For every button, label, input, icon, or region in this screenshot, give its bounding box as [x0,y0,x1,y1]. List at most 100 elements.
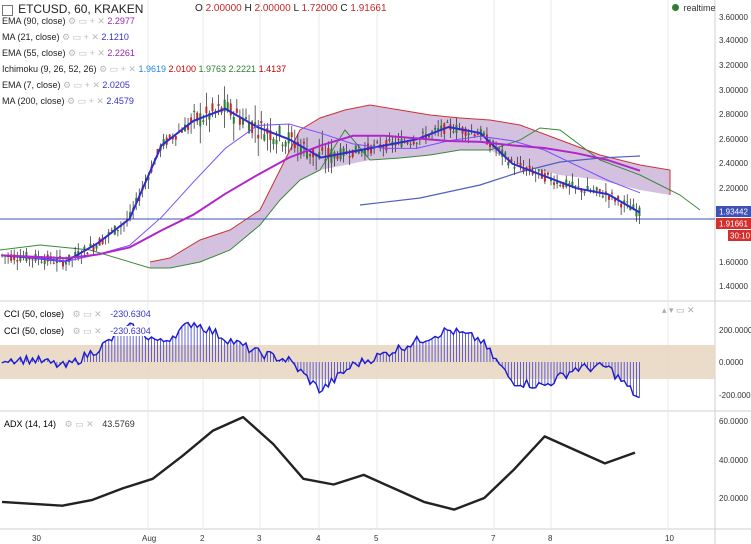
indicator-value: 1.9763 [196,64,227,74]
candle-body [193,110,196,113]
candle-body [629,207,632,211]
candle-body [562,182,565,188]
cci-controls-2[interactable]: ⚙ ▭ ✕ [72,326,102,336]
candle-body [232,116,235,124]
candle-body [199,113,202,127]
candle-body [516,162,519,164]
candle-body [321,147,324,151]
indicator-value: 2.0100 [165,64,196,74]
candle-body [626,201,629,203]
candle-body [376,141,379,143]
candle-body [287,132,290,144]
candle-body [147,176,150,181]
cci-axis: 200.0000 0.0000 -200.0000 [719,326,751,400]
candle-body [577,186,580,188]
candle-body [357,149,360,154]
time-tick: 2 [200,534,205,543]
pane-controls[interactable]: ▴ ▾ ▭ ✕ [662,305,695,315]
candle-body [180,130,183,133]
indicator-controls[interactable]: ⚙ ▭ + ✕ [65,16,108,26]
adx-controls[interactable]: ⚙ ▭ ✕ [64,419,94,429]
candle-body [370,145,373,154]
candle-body [382,146,385,149]
indicator-value: 2.2977 [107,16,135,26]
indicator-label: EMA (55, close) [2,48,66,58]
candle-body [360,150,363,153]
candle-body [440,125,443,131]
indicator-controls[interactable]: ⚙ ▭ + ✕ [64,96,107,106]
candle-body [168,134,171,139]
candle-body [620,203,623,208]
candle-body [299,146,302,155]
indicator-value: 2.1210 [101,32,129,42]
candle-body [611,192,613,194]
candle-body [135,197,138,203]
candle-body [504,152,507,156]
candle-body [202,120,205,122]
indicator-row: MA (200, close) ⚙ ▭ + ✕ 2.4579 [2,96,286,112]
indicator-label: EMA (7, close) [2,80,61,90]
indicator-row: EMA (7, close) ⚙ ▭ + ✕ 2.0205 [2,80,286,96]
candle-body [263,134,266,141]
candle-body [632,204,635,210]
candle-body [116,229,119,232]
price-tick: 2.80000 [719,110,748,119]
indicator-row: Ichimoku (9, 26, 52, 26) ⚙ ▭ + ✕ 1.9619 … [2,64,286,80]
candle-body [31,259,34,261]
candle-body [174,136,177,140]
time-tick: Aug [142,534,156,543]
indicator-value: 2.2261 [107,48,135,58]
symbol-line: ETCUSD, 60, KRAKEN [18,2,144,16]
candle-body [336,155,339,159]
candle-body [10,254,13,261]
candle-body [245,117,247,119]
candle-body [309,153,312,157]
indicator-value: 2.4579 [106,96,134,106]
candle-body [1,254,3,256]
indicator-controls[interactable]: ⚙ ▭ + ✕ [96,64,139,74]
candle-body [614,199,617,202]
candle-body [476,133,479,136]
candle-body [342,148,345,157]
candle-body [601,196,604,198]
candle-body [327,148,330,159]
collapse-icon[interactable] [2,4,13,16]
candle-body [513,166,516,169]
cci-label-row-2: CCI (50, close) ⚙ ▭ ✕ -230.6304 [2,326,151,336]
candle-body [83,246,86,250]
indicator-label: MA (21, close) [2,32,60,42]
time-tick: 30 [32,534,41,543]
indicator-value: 2.0205 [102,80,130,90]
candle-body [251,121,254,134]
candle-body [238,118,241,125]
candle-body [519,163,522,167]
candle-body [363,148,366,155]
time-tick: 5 [374,534,379,543]
cci-band [0,345,715,379]
candle-body [571,181,574,188]
candle-body [437,128,440,131]
adx-line [1,415,636,511]
price-axis: 3.60000 3.40000 3.20000 3.00000 2.80000 2.600… [719,13,748,291]
price-tick: 3.40000 [719,36,748,45]
candle-body [171,136,174,140]
cci-controls[interactable]: ⚙ ▭ ✕ [72,309,102,319]
candle-body [583,191,586,193]
candle-body [269,130,272,141]
candle-body [229,103,232,116]
candle-body [16,260,19,262]
indicator-controls[interactable]: ⚙ ▭ + ✕ [60,80,103,90]
time-tick: 8 [548,534,553,543]
candle-body [302,141,305,144]
candle-body [52,262,55,264]
candle-body [205,106,208,114]
candle-body [467,133,470,136]
indicator-row: EMA (55, close) ⚙ ▭ + ✕ 2.2261 [2,48,286,64]
indicator-controls[interactable]: ⚙ ▭ + ✕ [59,32,102,42]
price-tag-1 [716,206,751,217]
realtime-badge: realtime [672,3,716,13]
candle-body [306,150,308,159]
indicator-controls[interactable]: ⚙ ▭ + ✕ [65,48,108,58]
candle-body [595,187,598,191]
